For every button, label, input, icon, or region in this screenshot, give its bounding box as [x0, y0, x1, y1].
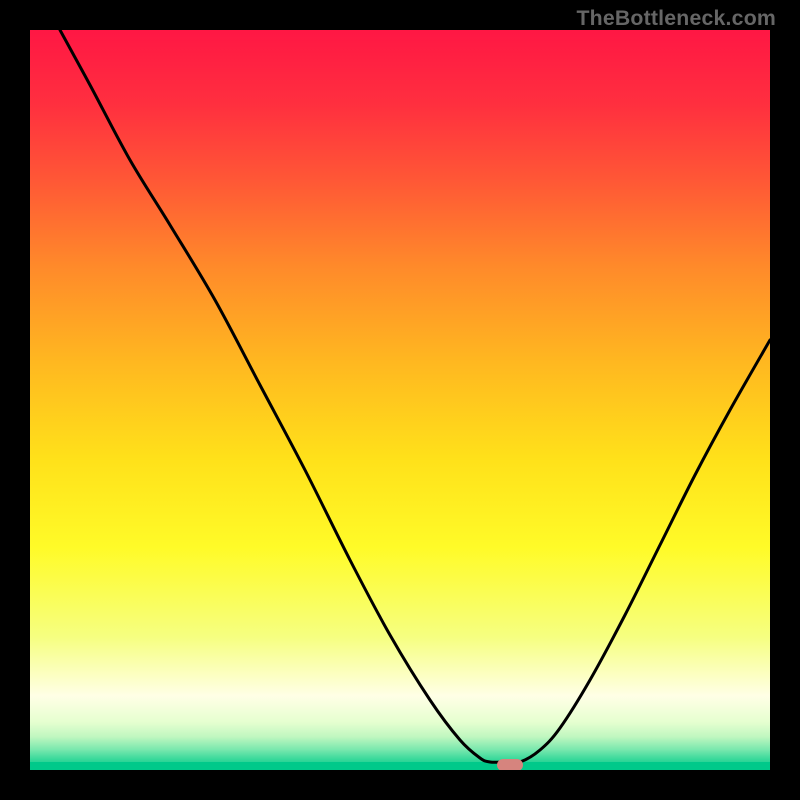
- chart-frame: TheBottleneck.com: [0, 0, 800, 800]
- chart-background: [30, 30, 770, 770]
- watermark-text: TheBottleneck.com: [576, 6, 776, 31]
- baseline-band: [30, 762, 770, 770]
- bottleneck-chart: [30, 30, 770, 770]
- optimum-marker: [497, 759, 523, 770]
